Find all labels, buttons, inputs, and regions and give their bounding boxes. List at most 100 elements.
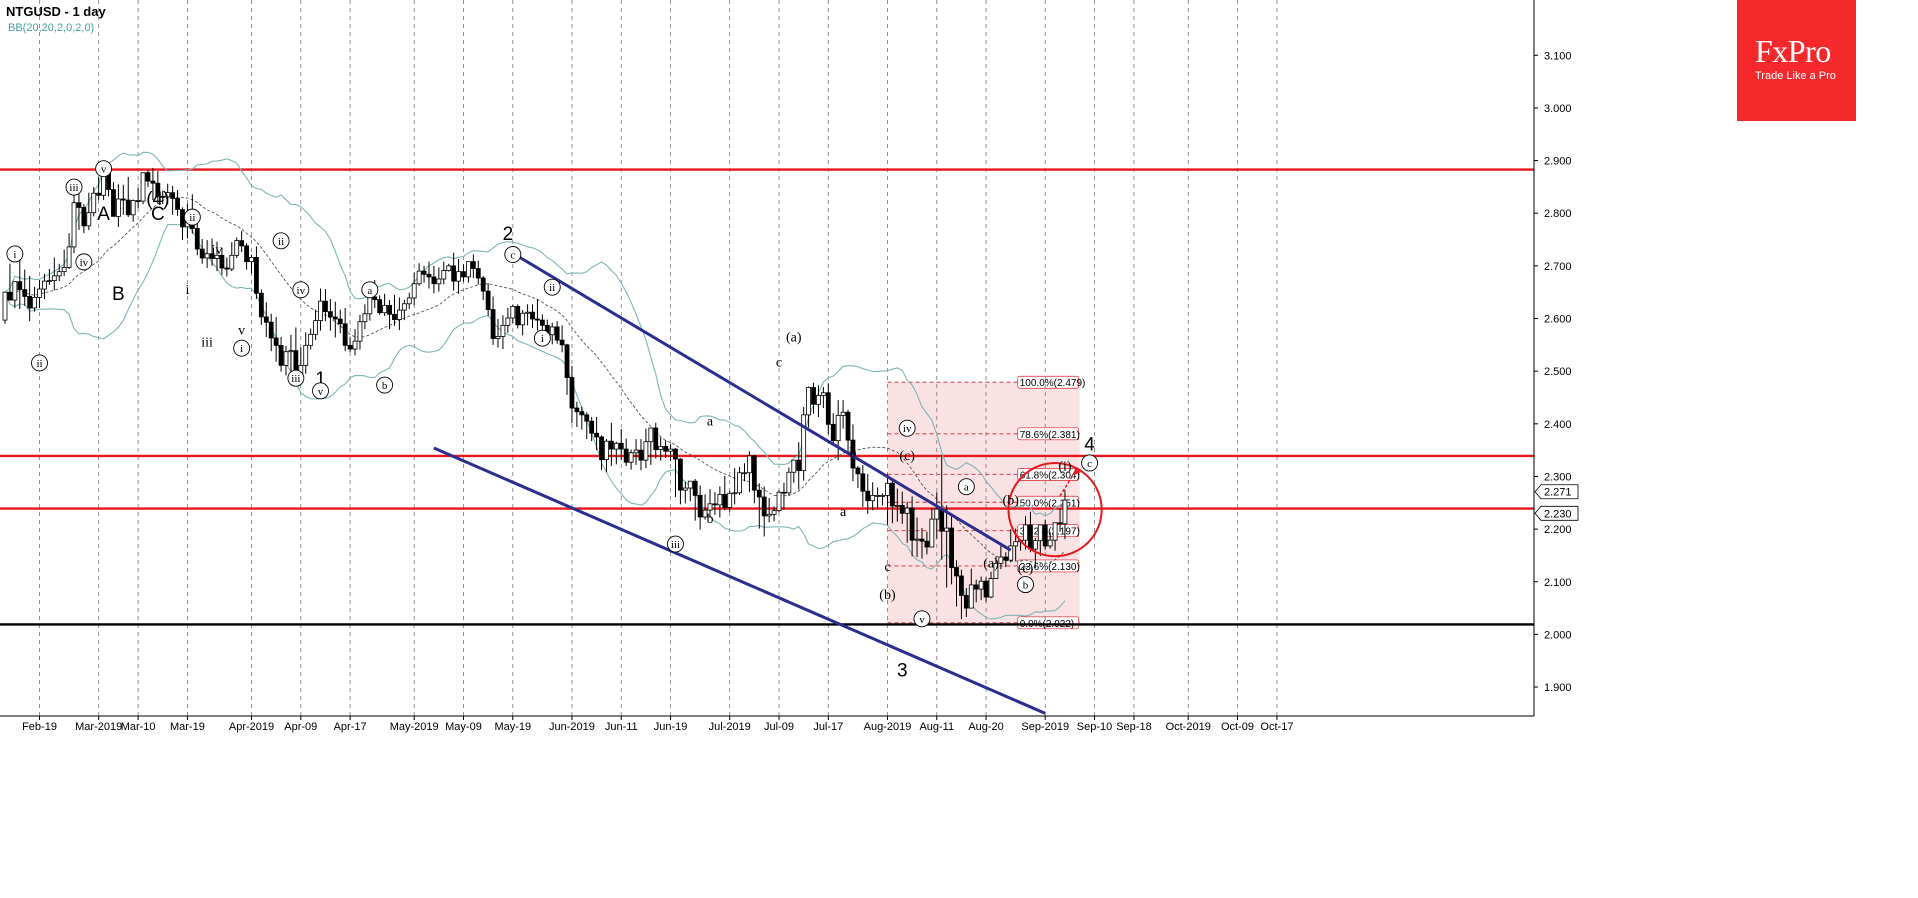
wave-label: b (849, 446, 856, 461)
x-tick-label: Apr-17 (334, 721, 367, 733)
wave-label-circle (533, 329, 551, 347)
candle-down (673, 448, 678, 460)
wave-label: i (13, 249, 16, 261)
candle-up (56, 271, 62, 277)
candle-down (342, 323, 348, 346)
candle-up (717, 493, 723, 506)
candle-up (411, 283, 417, 299)
candle-down (574, 407, 580, 413)
y-tick-label: 2.200 (1544, 524, 1572, 536)
candle-up (37, 288, 42, 298)
x-tick-label: Jul-2019 (709, 721, 751, 733)
candle-up (643, 441, 649, 461)
wave-label: ii (189, 212, 195, 224)
candle-down (919, 538, 925, 542)
candle-up (283, 351, 289, 366)
candle-up (495, 336, 501, 339)
x-tick-label: Apr-09 (284, 721, 317, 733)
wave-label-circle (75, 253, 93, 271)
candle-down (485, 290, 491, 310)
candle-down (811, 387, 816, 405)
candle-up (441, 270, 447, 280)
candle-down (135, 200, 141, 202)
candle-up (978, 580, 984, 590)
candle-up (249, 257, 254, 263)
x-tick-label: Sep-2019 (1021, 721, 1069, 733)
y-tick-label: 2.700 (1544, 261, 1572, 273)
candle-up (988, 578, 994, 598)
wave-label: 2 (503, 224, 514, 245)
wave-label-circle (95, 160, 113, 178)
fib-label-box (1017, 524, 1080, 538)
candle-down (150, 180, 156, 184)
wave-label-circle (504, 246, 522, 263)
y-tick-label: 2.900 (1544, 156, 1572, 168)
wave-label: iv (297, 285, 306, 297)
candle-down (475, 268, 481, 279)
candle-down (278, 344, 284, 366)
candle-down (983, 580, 989, 598)
candle-up (436, 278, 442, 285)
candle-up (140, 172, 146, 202)
candle-down (490, 309, 496, 339)
candle-up (727, 492, 733, 508)
wave-label: a (367, 285, 372, 297)
wave-label: b (382, 380, 388, 392)
candle-down (22, 289, 28, 297)
candle-down (461, 271, 466, 278)
candle-up (747, 455, 752, 474)
candle-down (1042, 524, 1048, 547)
candle-down (608, 440, 614, 450)
candle-down (125, 199, 131, 216)
candle-up (880, 495, 885, 497)
candle-up (875, 495, 881, 497)
axes: 1.900 2.000 2.100 2.200 2.300 2.400 2.500 2.600… (0, 0, 1579, 733)
price-tag (1534, 484, 1579, 500)
candle-up (51, 275, 57, 282)
candle-up (2, 291, 8, 321)
candle-up (914, 538, 920, 541)
x-tick-label: May-09 (445, 721, 482, 733)
wave-label-circle (1081, 454, 1099, 472)
candle-down (268, 321, 274, 339)
candle-up (71, 202, 77, 248)
candle-up (1032, 540, 1038, 550)
wave-label: iii (201, 335, 213, 350)
wave-label: iv (212, 243, 223, 258)
candle-down (712, 503, 718, 506)
x-tick-label: Mar-19 (170, 721, 205, 733)
candle-down (332, 316, 338, 320)
x-tick-label: Oct-2019 (1166, 721, 1211, 733)
candle-up (742, 472, 747, 475)
wave-label: (4) (146, 189, 169, 210)
candle-down (781, 491, 787, 494)
candle-down (263, 316, 269, 323)
candle-down (194, 228, 200, 250)
x-tick-label: Sep-18 (1116, 721, 1151, 733)
wave-label-circle (913, 610, 931, 628)
candle-down (111, 189, 116, 217)
candle-down (372, 296, 378, 300)
y-tick-label: 3.000 (1544, 103, 1572, 115)
wave-label: iv (80, 257, 89, 269)
candle-up (944, 527, 950, 532)
wave-label: v (919, 614, 925, 626)
candle-down (170, 192, 176, 199)
wave-label-circle (65, 178, 83, 196)
candle-down (539, 319, 545, 326)
channel-lines (433, 251, 1103, 715)
candle-down (924, 540, 930, 548)
candle-up (229, 254, 235, 270)
candle-up (549, 326, 555, 336)
candle-down (756, 489, 762, 498)
candle-up (61, 267, 67, 273)
candle-up (401, 303, 407, 311)
candle-down (1003, 556, 1009, 561)
fib-level-label: 61.8%(2.304) (1020, 470, 1080, 481)
wave-label: a (707, 414, 714, 429)
candle-down (273, 337, 279, 346)
candle-up (406, 297, 412, 305)
candle-down (175, 198, 180, 210)
y-tick-label: 3.100 (1544, 50, 1572, 62)
